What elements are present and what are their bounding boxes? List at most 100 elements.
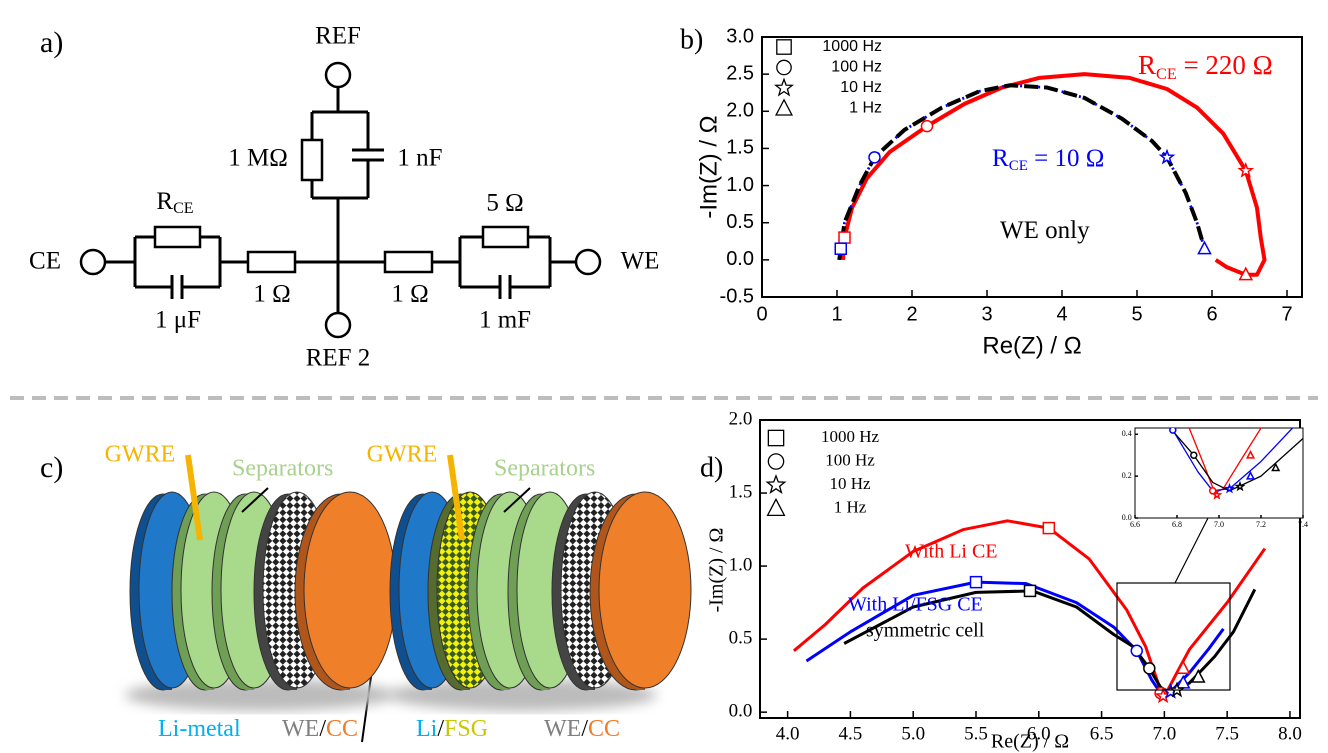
x-tick-label: 8.0	[1278, 723, 1302, 744]
cathode-part: WE	[544, 716, 581, 742]
y-tick-label: 0.0	[726, 248, 754, 270]
annotation-rest: = 220 Ω	[1177, 50, 1273, 80]
legend-label: 100 Hz	[825, 450, 875, 469]
marker	[1130, 644, 1143, 658]
y-tick-label: 0.0	[1122, 513, 1132, 522]
cathode-part: /	[581, 716, 588, 742]
marker	[1143, 662, 1156, 675]
y-tick-label: 1.5	[729, 481, 753, 502]
x-tick-label: 7.5	[1215, 723, 1239, 744]
cathode-part: WE	[282, 716, 319, 742]
legend-label: 1 Hz	[834, 497, 867, 516]
ref-label: REF	[315, 23, 361, 50]
x-tick-label: 4	[1056, 303, 1067, 325]
y-tick-label: 0.0	[729, 701, 753, 722]
y-tick-label: 2.0	[729, 408, 753, 429]
x-tick-label: 4.0	[776, 723, 800, 744]
anode-label: Li-metal	[158, 716, 241, 742]
x-tick-label: 6.6	[1130, 520, 1140, 529]
y-tick-label: -0.5	[720, 285, 754, 307]
leader-line	[241, 487, 269, 513]
marker	[765, 473, 787, 494]
y-tick-label: 1.5	[726, 137, 754, 159]
cwe-label: 1 mF	[479, 307, 531, 334]
y-tick-label: 1.0	[726, 174, 754, 196]
annotation: WE only	[1000, 217, 1090, 244]
anode-part: FSG	[444, 716, 488, 742]
marker	[1245, 470, 1256, 480]
marker	[1224, 482, 1235, 494]
marker	[969, 575, 983, 589]
x-tick-label: 5	[1131, 303, 1142, 325]
y-axis-label: -Im(Z) / Ω	[706, 528, 728, 613]
marker	[1238, 266, 1254, 281]
x-tick-label: 1	[831, 303, 842, 325]
cathode-part: CC	[326, 716, 358, 742]
r2-label: 1 Ω	[391, 281, 428, 308]
y-tick-label: 0.4	[1122, 429, 1132, 438]
marker	[766, 497, 786, 517]
zoom-connector	[1174, 517, 1209, 584]
zoom-box	[1116, 582, 1231, 691]
legend-label: 100 Hz	[831, 59, 882, 76]
panel-label: c)	[40, 451, 63, 484]
x-tick-label: 7.4	[1298, 520, 1308, 529]
marker	[1197, 240, 1212, 255]
x-tick-label: 7.0	[1152, 723, 1176, 744]
panel-label: b)	[680, 24, 703, 55]
series-line	[841, 72, 1267, 277]
marker	[773, 77, 795, 97]
y-tick-label: 3.0	[726, 25, 754, 47]
marker	[1245, 449, 1256, 459]
rce-main: R	[156, 188, 173, 215]
series-line	[1169, 428, 1303, 492]
marker	[838, 231, 851, 244]
shadow	[125, 679, 395, 711]
marker	[920, 119, 934, 133]
x-axis-label: Re(Z) / Ω	[982, 332, 1081, 359]
panel-label: d)	[700, 452, 723, 483]
x-tick-label: 5.5	[964, 723, 988, 744]
cathode-part: CC	[588, 716, 620, 742]
ce-label: CE	[29, 248, 61, 275]
plot-area	[834, 72, 1267, 281]
marker	[1023, 584, 1037, 598]
series-line	[805, 580, 1225, 695]
marker	[1190, 668, 1206, 683]
series-label: With Li/FSG CE	[848, 594, 983, 616]
gwre-label: GWRE	[367, 442, 438, 468]
marker	[775, 98, 793, 116]
series-line	[1169, 428, 1294, 492]
series-line	[843, 588, 1257, 695]
x-tick-label: 7.2	[1256, 520, 1266, 529]
reference-electrode	[447, 454, 465, 541]
marker	[1237, 161, 1255, 178]
annotation: RCE = 10 Ω	[992, 145, 1104, 175]
legend-label: 1000 Hz	[822, 38, 882, 55]
disc-face	[598, 491, 692, 689]
anode-part: Li	[416, 716, 438, 742]
ref2-label: REF 2	[306, 345, 371, 372]
marker	[1042, 521, 1056, 535]
cathode-part: /	[319, 716, 326, 742]
annotation-sub: CE	[1009, 158, 1028, 174]
rce-label: RCE	[156, 188, 193, 217]
legend-label: 1000 Hz	[821, 427, 880, 446]
annotation-text: R	[992, 145, 1009, 172]
series-line	[837, 83, 1207, 261]
x-tick-label: 7.0	[1214, 520, 1224, 529]
anode-label: Li/FSG	[416, 716, 488, 742]
marker	[1208, 487, 1217, 495]
marker	[767, 429, 785, 447]
legend-label: 10 Hz	[840, 79, 882, 96]
leader-line	[503, 487, 531, 513]
y-tick-label: 2.0	[726, 100, 754, 122]
x-tick-label: 3	[981, 303, 992, 325]
marker	[776, 59, 792, 76]
plot-area	[792, 519, 1267, 704]
marker	[1234, 480, 1246, 492]
circuit-panel: a) REF REF 2 CE WE RCE 1 μF	[29, 23, 659, 372]
